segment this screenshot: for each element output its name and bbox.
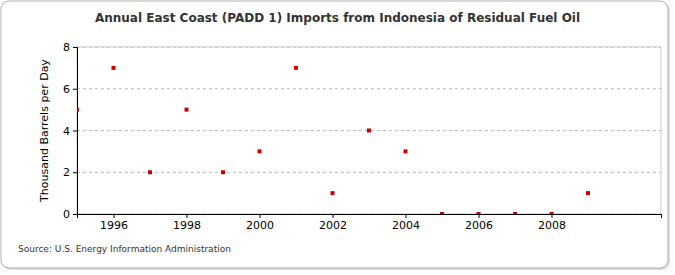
x-tick: 2006 [465, 214, 493, 232]
points [77, 66, 590, 214]
plot-frame [77, 47, 661, 214]
x-tick-mark [187, 214, 188, 218]
y-tick: 4 [63, 125, 77, 138]
y-tick-mark [73, 214, 77, 215]
y-tick-label: 6 [63, 83, 70, 96]
y-axis-line [73, 48, 78, 215]
x-tick-mark [552, 214, 553, 218]
point [513, 212, 517, 214]
x-tick-label: 1998 [173, 219, 201, 232]
x-tick: 2000 [246, 214, 274, 232]
y-tick-mark [73, 131, 77, 132]
x-tick-mark [333, 214, 334, 218]
y-tick-label: 0 [63, 208, 70, 221]
grid [77, 47, 661, 214]
x-tick-label: 2002 [319, 219, 347, 232]
y-tick-mark [73, 47, 77, 48]
x-tick: 1998 [173, 214, 201, 232]
chart: 1996 1998 2000 2002 2004 2006 2008 0 2 4 6 8 Annual … [0, 0, 675, 275]
y-tick: 8 [63, 41, 77, 54]
point [331, 191, 335, 195]
point [77, 108, 79, 112]
y-axis: 0 2 4 6 8 [63, 41, 78, 221]
x-tick: 2002 [319, 214, 347, 232]
point [221, 170, 225, 174]
x-tick-label: 1996 [100, 219, 128, 232]
y-tick-label: 8 [63, 41, 70, 54]
x-tick-label: 2008 [538, 219, 566, 232]
x-tick: 2008 [538, 214, 566, 232]
y-tick: 6 [63, 83, 77, 96]
x-tick-label: 2004 [392, 219, 420, 232]
point [185, 108, 189, 112]
point [477, 212, 481, 214]
y-tick-mark [73, 89, 77, 90]
background [1, 1, 668, 268]
x-tick: 2004 [392, 214, 420, 232]
x-tick-mark [260, 214, 261, 218]
point [440, 212, 444, 214]
point [258, 149, 262, 153]
y-axis-title: Thousand Barrels per Day [38, 59, 51, 203]
y-tick-label: 4 [63, 125, 70, 138]
x-tick-mark [406, 214, 407, 218]
source: Source: U.S. Energy Information Administ… [18, 244, 231, 254]
point [294, 66, 298, 70]
x-tick-label: 2006 [465, 219, 493, 232]
plot: 1996 1998 2000 2002 2004 2006 2008 0 2 4 6 8 [63, 41, 662, 232]
x-tick-mark [479, 214, 480, 218]
grid-line [77, 88, 661, 89]
y-tick: 0 [63, 208, 77, 221]
title: Annual East Coast (PADD 1) Imports from … [95, 11, 580, 25]
x-tick-label: 2000 [246, 219, 274, 232]
y-tick-mark [73, 172, 77, 173]
x-tick-mark [114, 214, 115, 218]
point [404, 149, 408, 153]
point [550, 212, 554, 214]
y-tick-label: 2 [63, 166, 70, 179]
x-tick: 1996 [100, 214, 128, 232]
grid-line [77, 172, 661, 173]
point [148, 170, 152, 174]
point [367, 129, 371, 133]
point [586, 191, 590, 195]
x-axis-line [78, 215, 662, 219]
point [112, 66, 116, 70]
x-axis: 1996 1998 2000 2002 2004 2006 2008 [78, 214, 662, 232]
y-tick: 2 [63, 166, 77, 179]
